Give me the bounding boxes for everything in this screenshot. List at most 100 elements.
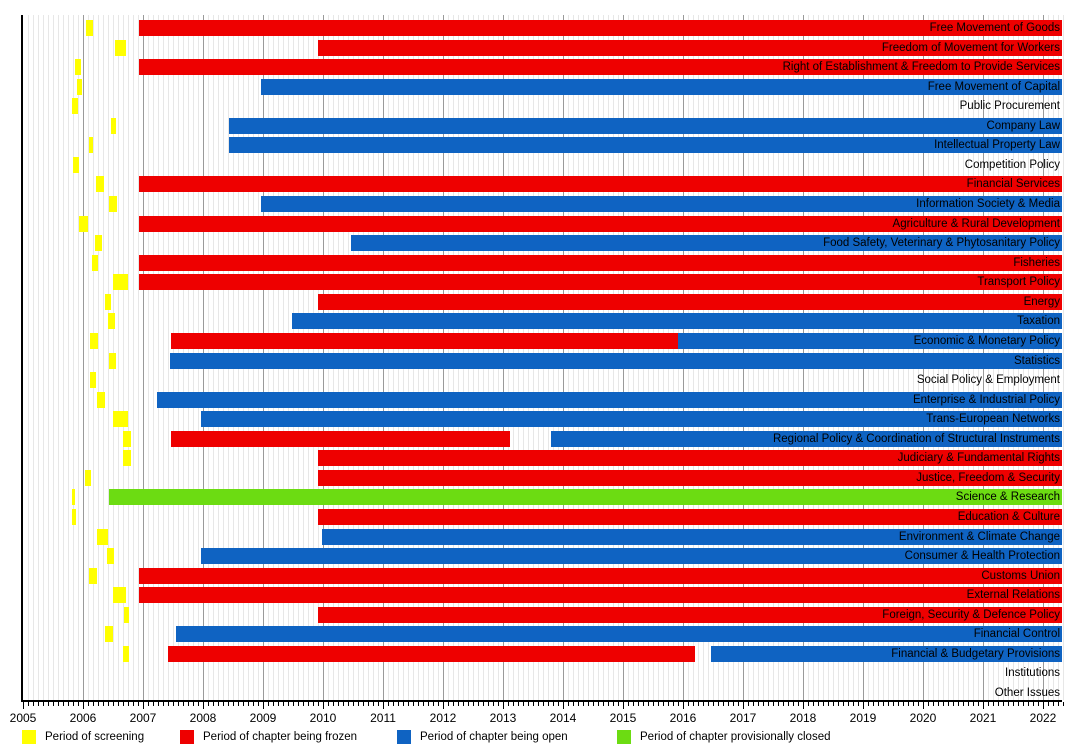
axis-tick-major [323, 702, 324, 709]
axis-tick-major [263, 702, 264, 709]
row-label: Free Movement of Goods [929, 22, 1060, 34]
axis-tick-minor [158, 702, 159, 706]
bar-open [551, 430, 1063, 447]
closed-color-swatch [617, 730, 631, 744]
axis-tick-minor [998, 702, 999, 706]
axis-tick-minor [853, 702, 854, 706]
axis-tick-minor [598, 702, 599, 706]
axis-year-label: 2018 [789, 711, 817, 725]
axis-tick-minor [883, 702, 884, 706]
bar-open [200, 548, 1062, 565]
axis-tick-minor [553, 702, 554, 706]
row-label: Free Movement of Capital [927, 80, 1060, 93]
row-label: Information Society & Media [916, 198, 1060, 211]
gridline-month [33, 15, 34, 700]
bar-frozen [168, 645, 695, 662]
row-label: Foreign, Security & Defence Policy [882, 608, 1060, 621]
bar-frozen [138, 567, 1063, 584]
axis-tick-minor [418, 702, 419, 706]
gridline-month [98, 15, 99, 700]
row-label: Economic & Monetary Policy [913, 334, 1060, 347]
bars-layer [23, 15, 1063, 700]
axis-tick-major [143, 702, 144, 709]
axis-tick-minor [613, 702, 614, 706]
gridline-month [133, 15, 134, 700]
row-label: Public Procurement [959, 100, 1060, 113]
axis-tick-minor [838, 702, 839, 706]
axis-tick-minor [1018, 702, 1019, 706]
gridline-month [168, 15, 169, 700]
bar-screening [113, 411, 128, 428]
axis-year-label: 2011 [370, 711, 396, 725]
bar-screening [92, 254, 98, 271]
axis-tick-minor [243, 702, 244, 706]
gridline-month [158, 15, 159, 700]
axis-tick-minor [848, 702, 849, 706]
legend: Period of screening Period of chapter be… [0, 729, 1080, 747]
bar-screening [107, 548, 114, 565]
axis-tick-minor [933, 702, 934, 706]
legend-label: Period of chapter provisionally closed [640, 731, 831, 743]
axis-tick-minor [88, 702, 89, 706]
axis-tick-minor [193, 702, 194, 706]
axis-tick-minor [58, 702, 59, 706]
axis-tick-minor [678, 702, 679, 706]
open-color-swatch [397, 730, 411, 744]
bar-screening [123, 450, 131, 467]
axis-tick-minor [548, 702, 549, 706]
row-label: Transport Policy [977, 276, 1060, 289]
gridline-month [1063, 15, 1064, 700]
axis-tick-major [383, 702, 384, 709]
x-axis-ticks [23, 702, 1064, 711]
legend-label: Period of chapter being frozen [203, 731, 358, 743]
row-label: Environment & Climate Change [898, 530, 1060, 543]
axis-tick-minor [213, 702, 214, 706]
axis-tick-minor [258, 702, 259, 706]
bar-open [711, 645, 1062, 662]
bar-closed [109, 489, 1062, 506]
gridline-month [38, 15, 39, 700]
axis-tick-minor [768, 702, 769, 706]
axis-tick-minor [198, 702, 199, 706]
plot-area: Free Movement of Goods Freedom of Movemen… [21, 15, 1064, 702]
axis-tick-minor [1053, 702, 1054, 706]
axis-tick-minor [183, 702, 184, 706]
axis-year-label: 2010 [309, 711, 337, 725]
bar-screening [78, 215, 88, 232]
axis-tick-minor [1013, 702, 1014, 706]
row-label: Company Law [986, 119, 1060, 132]
bar-screening [104, 626, 113, 643]
axis-tick-major [1043, 702, 1044, 709]
bar-open [229, 137, 1062, 154]
axis-tick-minor [33, 702, 34, 706]
axis-year-label: 2008 [189, 711, 217, 725]
axis-tick-minor [378, 702, 379, 706]
axis-tick-major [863, 702, 864, 709]
gridline-month [128, 15, 129, 700]
bar-open [351, 235, 1062, 252]
axis-tick-minor [138, 702, 139, 706]
bar-frozen [317, 450, 1062, 467]
bar-open [229, 117, 1062, 134]
axis-tick-minor [953, 702, 954, 706]
bar-open [157, 391, 1062, 408]
axis-tick-minor [368, 702, 369, 706]
axis-tick-minor [398, 702, 399, 706]
axis-year-label: 2014 [549, 711, 577, 725]
gridline-month [43, 15, 44, 700]
axis-tick-minor [188, 702, 189, 706]
axis-tick-minor [813, 702, 814, 706]
gridline-month [48, 15, 49, 700]
axis-tick-minor [308, 702, 309, 706]
axis-tick-minor [468, 702, 469, 706]
row-label: Statistics [1013, 354, 1060, 367]
row-label: Consumer & Health Protection [904, 550, 1060, 563]
axis-tick-minor [523, 702, 524, 706]
axis-tick-minor [728, 702, 729, 706]
bar-screening [113, 274, 128, 291]
axis-tick-minor [93, 702, 94, 706]
row-label: Agriculture & Rural Development [892, 217, 1060, 230]
axis-tick-minor [313, 702, 314, 706]
axis-tick-minor [868, 702, 869, 706]
axis-tick-minor [918, 702, 919, 706]
